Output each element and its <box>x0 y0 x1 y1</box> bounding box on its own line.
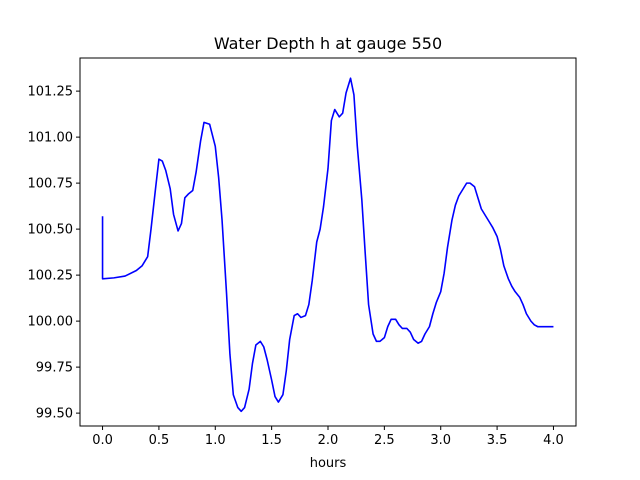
x-tick-label: 3.0 <box>430 433 451 448</box>
y-axis: 99.50 99.75 100.00 100.25 100.50 100.75 101.00… <box>28 85 80 422</box>
x-tick-label: 3.5 <box>487 433 508 448</box>
y-tick-label: 100.50 <box>28 223 74 238</box>
y-tick-label: 99.75 <box>36 361 73 376</box>
y-tick-label: 100.00 <box>28 315 74 330</box>
plot-area <box>79 57 577 427</box>
x-axis: 0.0 0.5 1.0 1.5 2.0 2.5 3.0 3.5 4.0 <box>92 426 564 448</box>
x-tick-label: 1.0 <box>205 433 226 448</box>
x-tick-label: 1.5 <box>261 433 282 448</box>
x-tick-label: 0.0 <box>92 433 113 448</box>
x-tick-label: 0.5 <box>149 433 170 448</box>
y-tick-label: 101.00 <box>28 131 74 146</box>
x-tick-label: 2.0 <box>318 433 339 448</box>
x-tick-label: 2.5 <box>374 433 395 448</box>
y-tick-label: 100.75 <box>28 177 74 192</box>
y-tick-label: 101.25 <box>28 85 74 100</box>
x-tick-label: 4.0 <box>543 433 564 448</box>
series-line <box>101 77 554 413</box>
y-tick-label: 99.50 <box>36 407 73 422</box>
x-axis-label: hours <box>310 456 347 471</box>
chart-title: Water Depth h at gauge 550 <box>214 34 442 53</box>
series-layer <box>101 77 554 413</box>
y-tick-label: 100.25 <box>28 269 74 284</box>
